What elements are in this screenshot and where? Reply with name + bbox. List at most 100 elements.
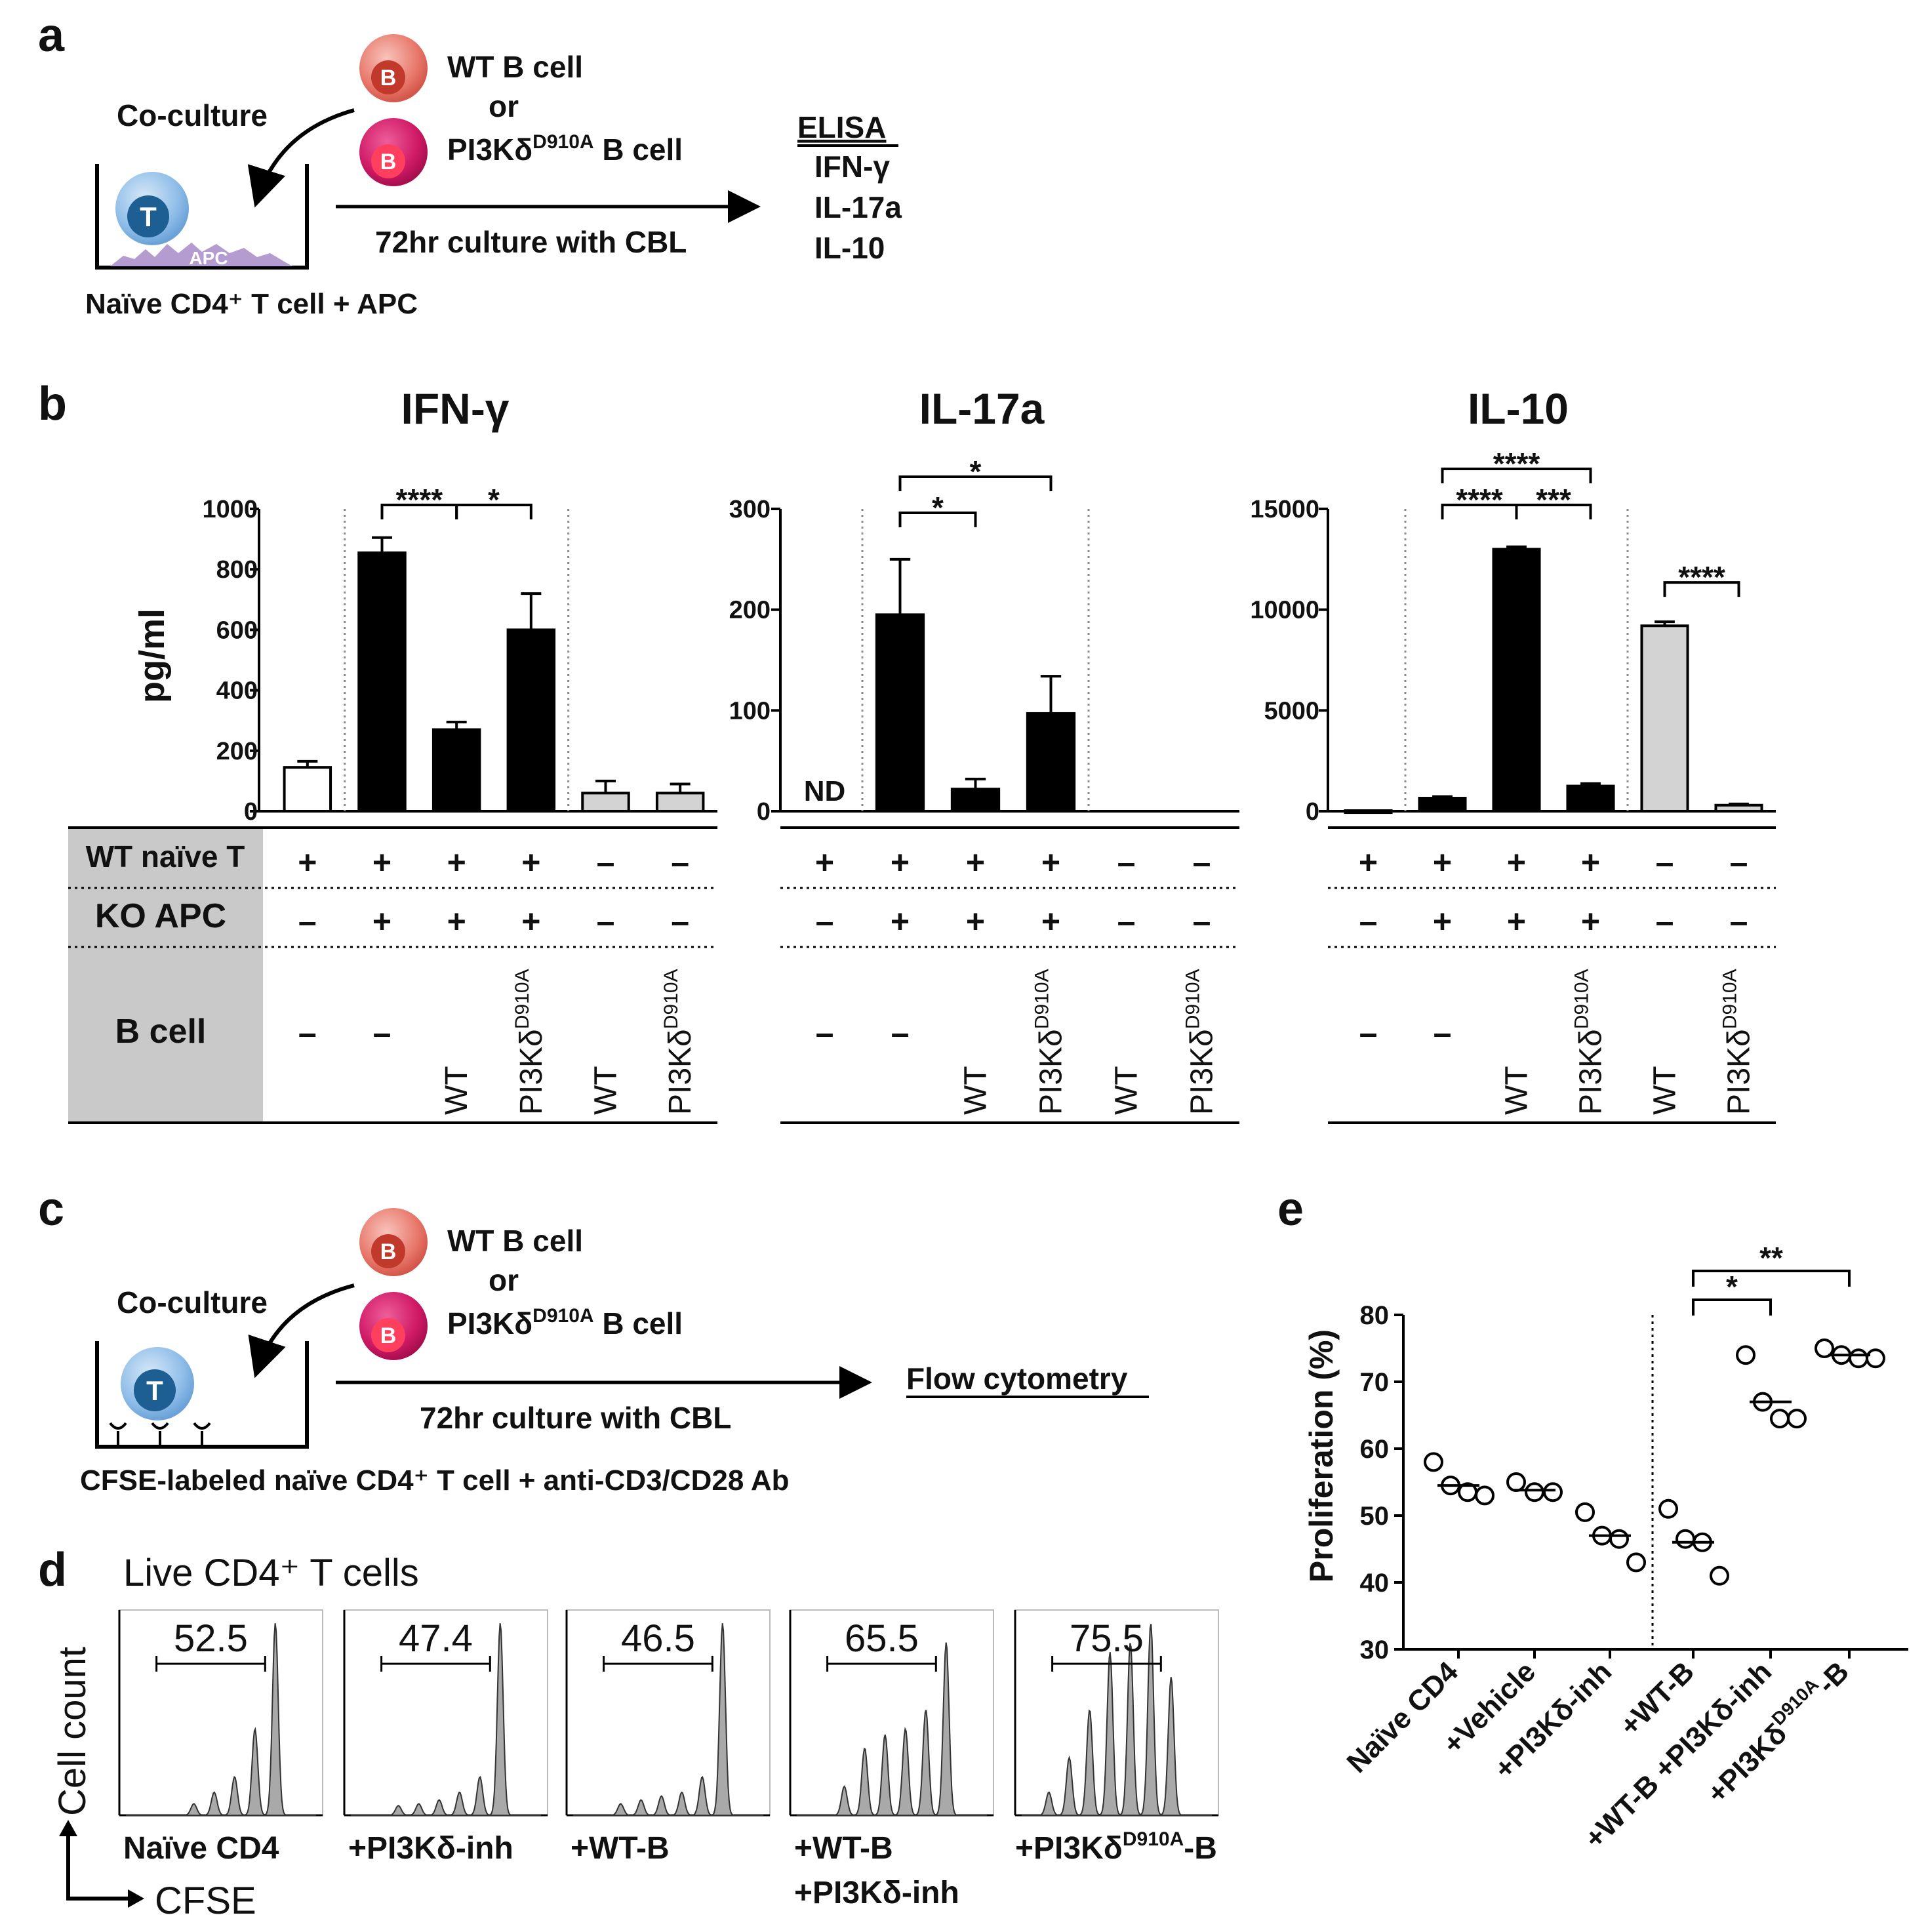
- readout-ifng: IFN-γ: [814, 150, 890, 184]
- t-cell-sign: +: [966, 844, 985, 881]
- histogram-3: 65.5 +WT-B +PI3Kδ-inh: [789, 1609, 994, 1910]
- b-cell-genotype: WT: [1648, 1066, 1683, 1115]
- histogram-1: 47.4 +PI3Kδ-inh: [343, 1609, 548, 1866]
- apc-sign: +: [1433, 903, 1452, 940]
- data-point: [1543, 1482, 1563, 1502]
- b-cell-genotype-sup: D910A: [512, 969, 533, 1029]
- wt-b-cell-badge: B: [359, 34, 428, 102]
- t-cell-sign: –: [1193, 844, 1211, 881]
- right-arrow-icon: [128, 1889, 144, 1908]
- b-cell-genotype-main: WT: [959, 1066, 993, 1115]
- bar: [1714, 803, 1763, 813]
- panel-d-title: Live CD4⁺ T cells: [123, 1552, 419, 1594]
- significance-bracket: [898, 475, 1053, 491]
- pi3k-b-cell-badge: B: [359, 118, 428, 186]
- b-cell-genotype: WT: [1500, 1066, 1535, 1115]
- apc-sign: +: [891, 903, 910, 940]
- data-point: [1815, 1338, 1834, 1358]
- b-cell-genotype-sup: D910A: [1032, 969, 1053, 1029]
- b-cell-genotype-main: WT: [1110, 1066, 1144, 1115]
- significance-label: *: [1726, 1270, 1738, 1304]
- y-tick-label: 100: [729, 697, 771, 725]
- panel-c: c B B WT B cell or PI3KδD910A B cell Co-…: [38, 1183, 1149, 1497]
- panel-a: a B B WT B cell or PI3KδD910A B cell Co-…: [38, 9, 902, 320]
- bar: [283, 766, 332, 813]
- significance-label: ****: [1678, 560, 1725, 594]
- or-label-c: or: [489, 1263, 519, 1297]
- histogram-label-sup: D910A: [1123, 1828, 1184, 1850]
- gate-value: 46.5: [621, 1617, 695, 1660]
- t-cell-sign: –: [1117, 844, 1136, 881]
- b-cell-genotype-main: PI3Kδ: [514, 1029, 549, 1115]
- b-cell-genotype-main: WT: [1648, 1066, 1683, 1115]
- gate-marker: [603, 1656, 713, 1672]
- condition-table: +––++–++WT++PI3KδD910A––WT––PI3KδD910A+–…: [68, 826, 1776, 1124]
- row-label-ko-apc: KO APC: [95, 897, 226, 935]
- apc-sign: –: [1730, 903, 1748, 940]
- axis-arrow-icon: [66, 1830, 134, 1901]
- significance-label: *: [970, 454, 982, 489]
- flow-cytometry-label: Flow cytometry: [906, 1361, 1128, 1396]
- apc-sign: –: [1193, 903, 1211, 940]
- apc-sign: +: [521, 903, 540, 940]
- histogram-label: Naïve CD4: [123, 1831, 279, 1866]
- histogram-label-main: +PI3Kδ: [1015, 1831, 1123, 1866]
- apc-sign: –: [298, 903, 317, 940]
- significance-bracket: [455, 504, 532, 519]
- t-cell-sign: +: [891, 844, 910, 881]
- panel-e-letter: e: [1277, 1183, 1304, 1236]
- y-tick-label: 70: [1360, 1368, 1390, 1397]
- b-cell-genotype: WT: [439, 1066, 474, 1115]
- bar: [655, 792, 705, 813]
- histogram-label: +WT-B: [571, 1831, 670, 1866]
- t-cell-sign: –: [671, 844, 689, 881]
- significance-label: *: [488, 483, 500, 517]
- culture-label-c: 72hr culture with CBL: [420, 1401, 731, 1435]
- row-label-b-cell: B cell: [115, 1013, 207, 1051]
- gate-value: 65.5: [845, 1617, 919, 1660]
- apc-sign: +: [1507, 903, 1526, 940]
- t-cell-badge-inner-c: [134, 1369, 176, 1411]
- gate-marker: [155, 1656, 266, 1672]
- bar-chart-1: IL-17a 0 100 200 300 ND * *: [729, 384, 1239, 826]
- panel-d: d Live CD4⁺ T cells Cell count CFSE 52.5…: [38, 1544, 1219, 1922]
- t-cell-sign: –: [1730, 844, 1748, 881]
- apc-sign: –: [671, 903, 689, 940]
- cell-count-label: Cell count: [51, 1647, 94, 1816]
- histogram-4: 75.5 +PI3KδD910A-B: [1014, 1609, 1219, 1866]
- coculture-label: Co-culture: [117, 98, 268, 132]
- bar: [950, 788, 1001, 813]
- pi3k-b-cell-label-c-main: PI3Kδ: [447, 1306, 532, 1340]
- pi3k-b-cell-badge-label: B: [380, 150, 397, 174]
- significance-label: ****: [1493, 447, 1540, 481]
- wt-b-cell-label: WT B cell: [447, 50, 583, 84]
- b-cell-genotype-main: WT: [439, 1066, 474, 1115]
- pi3k-b-cell-label-suffix: B cell: [594, 132, 683, 167]
- culture-label: 72hr culture with CBL: [375, 225, 687, 259]
- significance-label: ****: [396, 483, 443, 517]
- wt-b-cell-badge-c-label: B: [380, 1239, 397, 1264]
- significance-label: *: [932, 491, 944, 525]
- pi3k-b-cell-label-c-suffix: B cell: [594, 1306, 683, 1340]
- histogram-curve: [351, 1623, 541, 1816]
- bar: [357, 551, 407, 813]
- bar: [431, 728, 481, 813]
- data-point: [1736, 1345, 1755, 1365]
- data-point: [1609, 1529, 1629, 1549]
- well-label-c: CFSE-labeled naïve CD4⁺ T cell + anti-CD…: [80, 1464, 790, 1497]
- histogram-2: 46.5 +WT-B: [565, 1609, 771, 1866]
- apc-sign: –: [816, 903, 834, 940]
- data-point: [1575, 1502, 1595, 1522]
- data-point: [1866, 1348, 1885, 1369]
- well-label: Naïve CD4⁺ T cell + APC: [85, 288, 418, 320]
- t-cell-sign: +: [372, 844, 391, 881]
- not-detected-label: ND: [804, 775, 846, 807]
- histogram-curve: [573, 1623, 763, 1816]
- t-cell-sign: +: [1359, 844, 1378, 881]
- y-tick-label: 50: [1360, 1502, 1390, 1531]
- y-tick-label: 0: [244, 798, 258, 826]
- b-cell-sign: –: [373, 1015, 391, 1051]
- y-tick-label: 5000: [1264, 697, 1319, 725]
- significance-label: ***: [1536, 483, 1571, 517]
- y-tick-label: 200: [729, 597, 771, 624]
